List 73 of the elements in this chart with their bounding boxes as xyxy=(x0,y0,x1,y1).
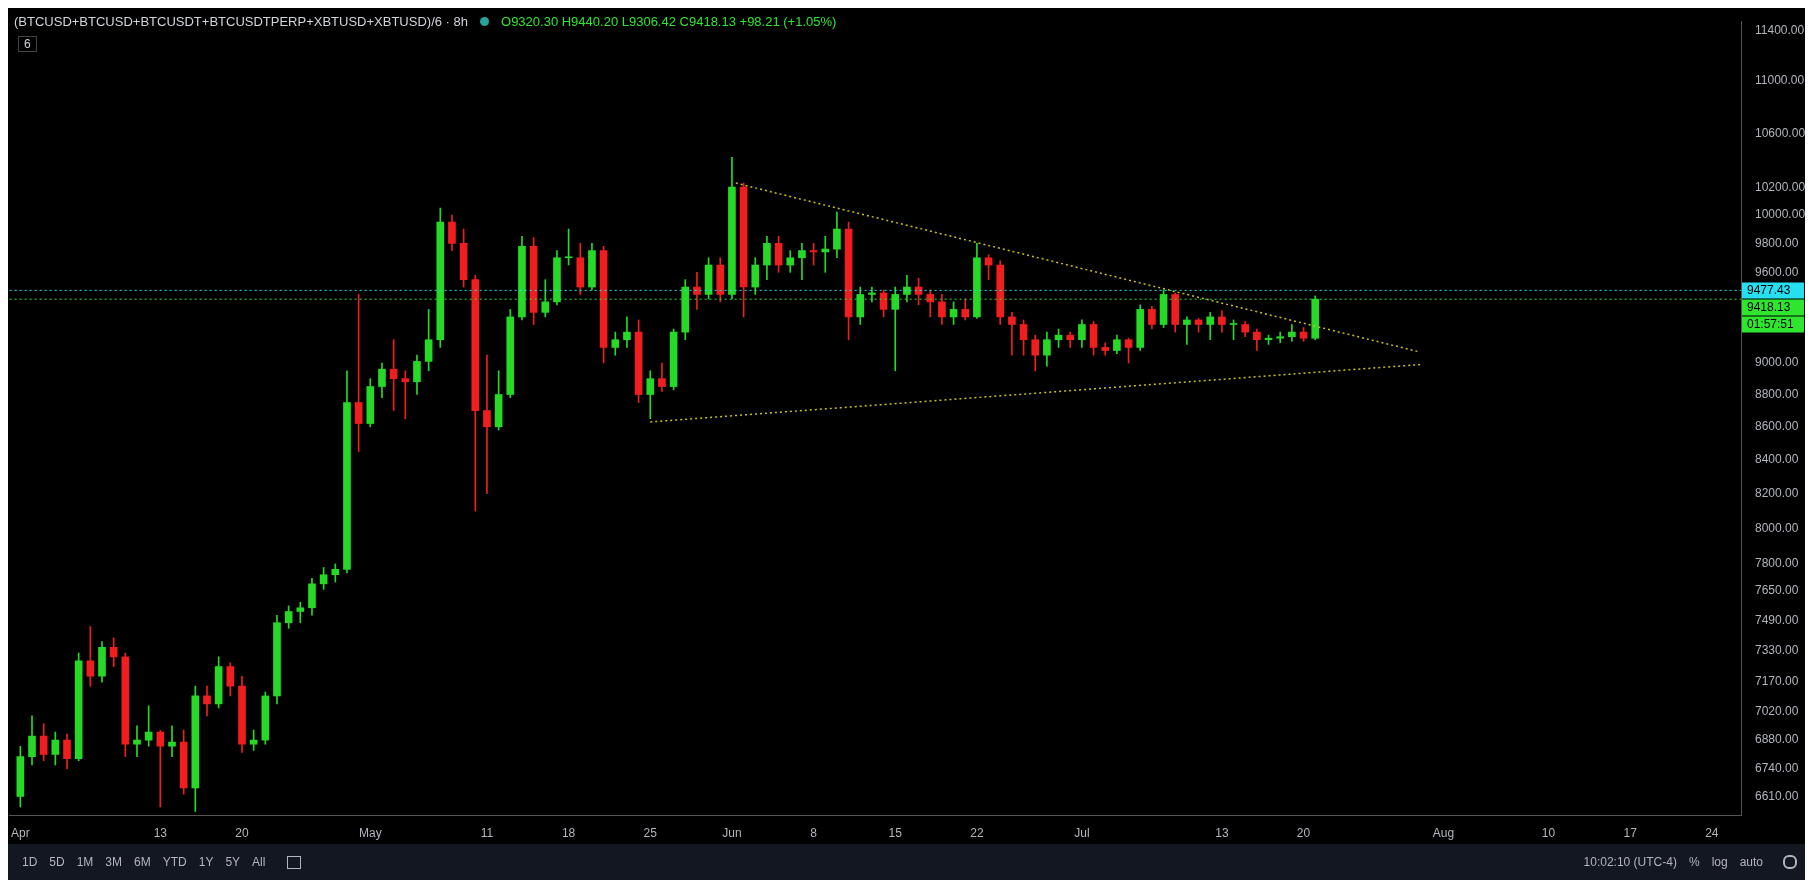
x-tick-label: Apr xyxy=(10,826,30,841)
x-tick-label: 20 xyxy=(235,826,249,841)
text: auto xyxy=(1738,855,1764,869)
x-tick-label: 22 xyxy=(970,826,984,841)
candlestick xyxy=(156,729,165,808)
x-tick-label: 20 xyxy=(1296,826,1311,841)
text: YTD xyxy=(161,855,188,869)
x-tick-label: 13 xyxy=(1215,826,1229,841)
y-tick-label: 8400.00 xyxy=(1755,452,1799,467)
candlestick xyxy=(483,354,491,494)
y-tick-label: 6740.00 xyxy=(1755,761,1799,776)
text: 3M xyxy=(104,855,124,869)
y-tick-label: 7800.00 xyxy=(1755,556,1799,571)
text: All xyxy=(251,855,267,869)
text: 01:57:51 xyxy=(1747,316,1795,331)
text: log xyxy=(1710,855,1729,869)
y-tick-label: 10600.00 xyxy=(1755,125,1806,140)
x-tick-label: Jul xyxy=(1074,826,1090,841)
text: 5Y xyxy=(224,855,242,869)
x-tick-label: 25 xyxy=(643,826,658,841)
candlestick xyxy=(401,370,410,419)
text: 5D xyxy=(48,855,66,869)
candlestick xyxy=(798,243,806,280)
y-tick-label: 11000.00 xyxy=(1755,73,1805,88)
annotation: 6 xyxy=(18,36,37,52)
y-tick-label: 7650.00 xyxy=(1755,583,1799,598)
text: 1Y xyxy=(197,855,215,869)
y-tick-label: 6610.00 xyxy=(1755,788,1799,803)
x-tick-label: 24 xyxy=(1705,826,1719,841)
text: 1D xyxy=(21,855,39,869)
x-tick-label: 11 xyxy=(480,826,494,841)
candlestick xyxy=(693,272,701,310)
x-tick-label: 13 xyxy=(153,826,168,841)
y-tick-label: 6880.00 xyxy=(1755,732,1799,747)
y-tick-label: 8800.00 xyxy=(1755,386,1799,401)
ref-line-label: 9418.13 xyxy=(1747,299,1791,314)
x-tick-label: 15 xyxy=(888,826,903,841)
y-tick-label: 11400.00 xyxy=(1755,23,1805,38)
y-tick-label: 10200.00 xyxy=(1755,179,1806,194)
ref-line-label: 9477.43 xyxy=(1747,282,1791,297)
chart-title: (BTCUSD+BTCUSD+BTCUSDT+BTCUSDTPERP+XBTUSD+XBTUSD)/6 · 8h xyxy=(14,14,469,29)
y-tick-label: 8200.00 xyxy=(1755,485,1799,500)
candlestick xyxy=(168,725,176,757)
candlestick xyxy=(868,286,876,303)
candlestick xyxy=(1008,312,1016,356)
candlestick xyxy=(296,601,305,624)
y-tick-label: 7330.00 xyxy=(1755,643,1799,658)
y-tick-label: 7020.00 xyxy=(1755,704,1799,719)
y-tick-label: 7490.00 xyxy=(1755,613,1799,628)
x-tick-label: 10 xyxy=(1541,826,1556,841)
text: 10:02:10 (UTC-4) xyxy=(1582,855,1678,869)
y-tick-label: 9800.00 xyxy=(1755,235,1799,250)
text: 1M xyxy=(75,855,95,869)
candlestick xyxy=(1288,324,1296,342)
chart-subtitle: O9320.30 H9440.20 L9306.42 C9418.13 +98.21 (+1.05%) xyxy=(501,14,837,29)
x-tick-label: 17 xyxy=(1623,826,1638,841)
y-tick-label: 10000.00 xyxy=(1755,207,1806,222)
y-tick-label: 8600.00 xyxy=(1755,419,1799,434)
x-tick-label: Jun xyxy=(722,826,742,841)
x-tick-label: May xyxy=(358,826,382,841)
x-tick-label: 8 xyxy=(810,826,818,841)
y-tick-label: 8000.00 xyxy=(1755,520,1799,535)
text: 6M xyxy=(133,855,152,869)
y-tick-label: 9600.00 xyxy=(1755,264,1799,279)
y-tick-label: 9000.00 xyxy=(1755,355,1799,370)
candlestick xyxy=(1183,316,1191,345)
x-tick-label: 18 xyxy=(561,826,576,841)
candlestick xyxy=(891,286,900,372)
candlestick xyxy=(1101,342,1110,356)
text: % xyxy=(1687,855,1701,869)
y-tick-label: 7170.00 xyxy=(1755,674,1799,689)
x-tick-label: Aug xyxy=(1432,826,1455,841)
candlestick xyxy=(133,725,141,757)
